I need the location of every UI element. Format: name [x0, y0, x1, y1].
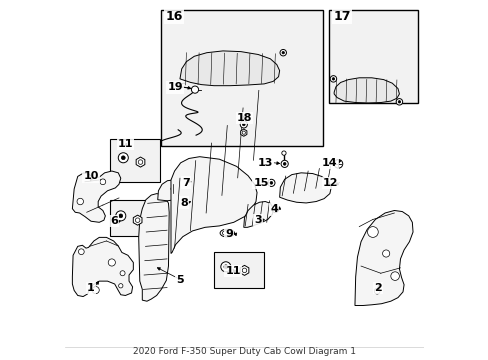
Ellipse shape — [222, 230, 232, 235]
Circle shape — [280, 49, 286, 56]
Circle shape — [138, 160, 142, 164]
Circle shape — [382, 250, 389, 257]
Polygon shape — [354, 211, 412, 306]
Circle shape — [92, 287, 99, 294]
Text: 9: 9 — [224, 229, 233, 239]
Circle shape — [116, 211, 125, 221]
Circle shape — [395, 99, 402, 105]
Text: 11: 11 — [225, 266, 240, 276]
Circle shape — [281, 151, 285, 155]
Circle shape — [191, 86, 198, 93]
Polygon shape — [171, 157, 257, 253]
Polygon shape — [180, 51, 279, 86]
Circle shape — [108, 259, 115, 266]
Text: 8: 8 — [180, 198, 187, 208]
Circle shape — [242, 131, 245, 134]
Circle shape — [367, 226, 378, 237]
Circle shape — [333, 159, 342, 168]
Circle shape — [267, 179, 274, 186]
Polygon shape — [240, 129, 246, 136]
Circle shape — [118, 153, 128, 163]
Circle shape — [119, 284, 122, 288]
Circle shape — [242, 268, 246, 273]
Circle shape — [78, 249, 84, 255]
Text: 12: 12 — [322, 178, 338, 188]
Text: 7: 7 — [182, 177, 190, 188]
Circle shape — [100, 179, 105, 185]
Text: 17: 17 — [333, 10, 350, 23]
Bar — [110, 200, 156, 235]
Circle shape — [242, 123, 244, 126]
Text: 6: 6 — [110, 216, 118, 226]
Text: 5: 5 — [176, 275, 183, 285]
Circle shape — [329, 76, 336, 82]
Circle shape — [135, 218, 140, 222]
Circle shape — [240, 121, 247, 128]
Text: 4: 4 — [270, 204, 278, 215]
Text: 2: 2 — [373, 283, 381, 293]
Polygon shape — [183, 197, 194, 207]
Circle shape — [397, 100, 400, 103]
Polygon shape — [279, 173, 330, 203]
Bar — [214, 252, 264, 288]
Circle shape — [283, 162, 285, 165]
Circle shape — [221, 262, 230, 272]
Circle shape — [281, 160, 287, 167]
Circle shape — [120, 271, 125, 276]
Bar — [110, 139, 160, 182]
Bar — [161, 10, 322, 146]
Text: 18: 18 — [236, 113, 252, 123]
Circle shape — [373, 288, 379, 294]
Circle shape — [271, 206, 278, 213]
Text: 2020 Ford F-350 Super Duty Cab Cowl Diagram 1: 2020 Ford F-350 Super Duty Cab Cowl Diag… — [133, 347, 355, 356]
Circle shape — [224, 265, 227, 269]
Text: 14: 14 — [322, 158, 337, 168]
Circle shape — [331, 78, 334, 80]
Circle shape — [274, 208, 276, 211]
Ellipse shape — [220, 229, 234, 237]
Text: 15: 15 — [253, 178, 268, 188]
Text: 3: 3 — [254, 215, 261, 225]
Text: 19: 19 — [167, 82, 183, 93]
Polygon shape — [139, 194, 169, 301]
Polygon shape — [136, 157, 144, 167]
Polygon shape — [240, 265, 248, 275]
Circle shape — [119, 214, 122, 218]
Polygon shape — [72, 237, 133, 297]
Text: 13: 13 — [257, 158, 273, 168]
Polygon shape — [72, 171, 121, 222]
Text: 10: 10 — [83, 171, 99, 181]
Polygon shape — [133, 215, 142, 225]
Bar — [328, 10, 418, 103]
Polygon shape — [158, 180, 183, 201]
Polygon shape — [171, 181, 185, 194]
Text: 11: 11 — [118, 139, 133, 149]
Circle shape — [282, 51, 284, 54]
Circle shape — [269, 181, 272, 184]
Text: 16: 16 — [165, 10, 183, 23]
Polygon shape — [333, 78, 399, 103]
Circle shape — [77, 198, 83, 205]
Text: 1: 1 — [87, 283, 95, 293]
Polygon shape — [244, 202, 273, 227]
Circle shape — [390, 272, 399, 280]
Circle shape — [121, 156, 125, 160]
